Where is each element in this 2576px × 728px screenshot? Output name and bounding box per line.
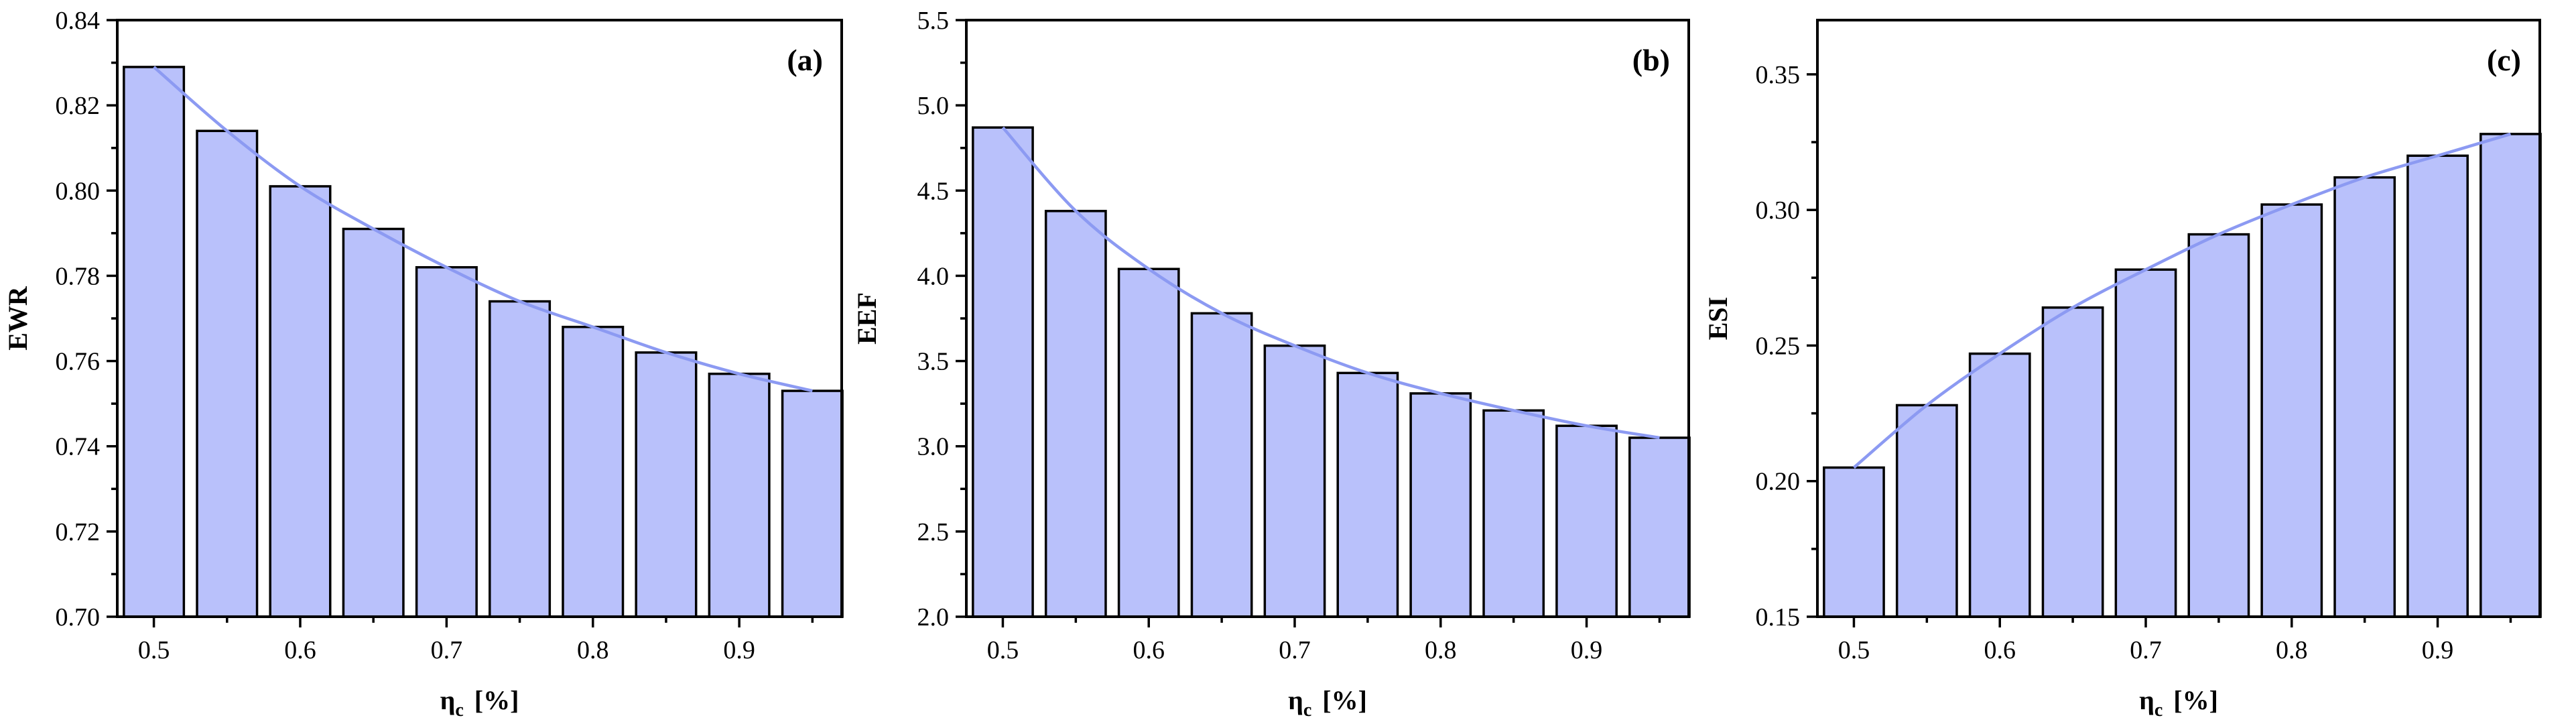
bar-4 [2041,306,2104,618]
y-tick-label: 0.84 [56,7,101,35]
x-tick-label: 0.6 [1133,636,1165,664]
bar-5 [415,265,478,618]
bar-10 [1628,436,1691,618]
y-tick-label: 0.80 [56,177,101,205]
bar-9 [2406,154,2469,618]
x-tick-label: 0.8 [577,636,609,664]
bar-3 [1117,267,1180,618]
y-tick-label: 0.20 [1756,468,1801,496]
x-axis-title-unit: [%] [1315,685,1367,715]
x-axis-title-main: η [440,685,456,715]
fit-line [1001,126,1660,440]
x-axis-title-sub: c [2154,700,2163,721]
bar-4 [342,227,405,618]
y-tick-label: 0.30 [1756,196,1801,225]
bar-9 [1555,424,1618,618]
bar-6 [1336,371,1399,618]
chart-panel-3: 0.15 0.20 0.25 0.30 0.35 0.5 0.6 0.7 0.8 0.9 ηc [%… [1703,19,2542,721]
x-axis-title-sub: c [455,700,463,721]
y-tick-label: 0.35 [1756,61,1801,89]
bar-10 [781,389,844,618]
bar-8 [635,351,698,618]
bar-6 [489,300,552,618]
panel-label: (b) [1632,43,1670,77]
bar-10 [2480,133,2542,618]
y-axis-title: ESI [1703,297,1733,341]
bar-8 [1482,409,1545,618]
y-axis-title: EWR [3,286,33,351]
panel-label: (a) [787,43,823,77]
y-tick-label: 0.72 [56,518,101,546]
x-tick-label: 0.6 [284,636,316,664]
x-tick-label: 0.5 [1838,636,1870,664]
y-tick-label: 2.0 [917,603,950,631]
x-tick-label: 0.9 [1571,636,1603,664]
bar-1 [1823,466,1885,618]
y-tick-label: 0.74 [56,433,101,461]
x-axis-title: ηc [%] [2139,685,2218,721]
x-tick-label: 0.8 [2276,636,2308,664]
x-tick-label: 0.9 [723,636,755,664]
x-axis-title-sub: c [1303,700,1311,721]
x-axis-title-unit: [%] [468,685,519,715]
x-tick-label: 0.5 [987,636,1019,664]
bar-2 [196,129,259,618]
x-tick-label: 0.6 [1984,636,2016,664]
bar-6 [2187,233,2250,618]
x-tick-label: 0.7 [431,636,463,664]
bar-5 [2114,268,2177,618]
bar-1 [972,126,1034,618]
bar-2 [1044,210,1107,618]
chart-panel-2: 2.0 2.5 3.0 3.5 4.0 4.5 5.0 5.5 0.5 0.6 0.7 0.8 0.9 η… [852,7,1691,721]
x-axis-title-unit: [%] [2167,685,2218,715]
bar-9 [708,372,771,618]
y-tick-label: 4.5 [917,177,950,205]
x-axis-title-main: η [1288,685,1303,715]
y-tick-label: 0.82 [56,92,101,120]
y-tick-label: 3.5 [917,348,950,376]
bar-3 [269,185,332,618]
x-axis-title-main: η [2139,685,2154,715]
fit-line [153,66,813,393]
bar-3 [1968,352,2031,618]
y-tick-label: 4.0 [917,262,950,290]
x-tick-label: 0.7 [2130,636,2162,664]
bar-1 [123,66,186,618]
chart-panel-1: 0.70 0.72 0.74 0.76 0.78 0.80 0.82 0.84 0.5 0.6 0.… [3,7,844,721]
plot-frame [1816,19,2541,618]
x-axis-title: ηc [%] [440,685,519,721]
y-tick-label: 0.76 [56,348,101,376]
x-axis-title: ηc [%] [1288,685,1367,721]
y-tick-label: 2.5 [917,518,950,546]
bar-2 [1895,404,1958,618]
bar-7 [2260,203,2323,618]
y-tick-label: 0.25 [1756,332,1801,360]
y-tick-label: 0.78 [56,262,101,290]
bar-8 [2333,176,2396,618]
x-tick-label: 0.9 [2422,636,2454,664]
x-tick-label: 0.7 [1279,636,1311,664]
fit-line [1852,132,2512,469]
bar-5 [1263,344,1326,618]
panel-label: (c) [2487,43,2521,77]
y-tick-label: 0.15 [1756,603,1801,631]
bar-7 [1409,392,1472,618]
bar-4 [1190,312,1253,618]
x-tick-label: 0.5 [138,636,170,664]
y-axis-title: EEF [852,292,882,345]
x-tick-label: 0.8 [1425,636,1457,664]
y-tick-label: 5.0 [917,92,950,120]
y-tick-label: 5.5 [917,7,950,35]
y-tick-label: 3.0 [917,433,950,461]
bar-7 [562,325,625,618]
y-tick-label: 0.70 [56,603,101,631]
